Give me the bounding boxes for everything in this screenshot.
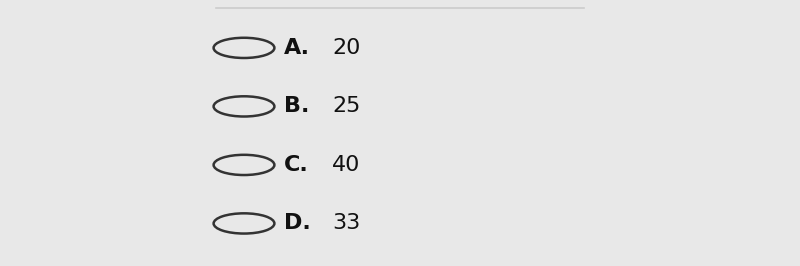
Text: B.: B. (284, 96, 310, 117)
Text: 40: 40 (332, 155, 360, 175)
Text: D.: D. (284, 213, 310, 234)
Text: A.: A. (284, 38, 310, 58)
Text: 20: 20 (332, 38, 360, 58)
Text: 33: 33 (332, 213, 360, 234)
Text: C.: C. (284, 155, 309, 175)
Text: 25: 25 (332, 96, 360, 117)
